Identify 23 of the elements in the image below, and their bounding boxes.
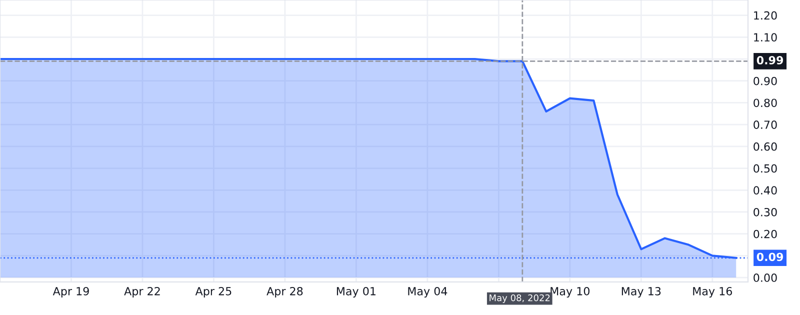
y-tick-label: 0.40 bbox=[754, 186, 777, 195]
y-tick-label: 0.30 bbox=[754, 208, 777, 216]
x-tick-label: May 10 bbox=[550, 286, 590, 298]
y-tick-label: 0.50 bbox=[754, 164, 777, 173]
y-tick-label: 0.80 bbox=[754, 98, 777, 108]
y-tick-label: 0.20 bbox=[754, 230, 777, 238]
x-tick-label: May 13 bbox=[622, 286, 661, 298]
x-tick-label: May 01 bbox=[336, 286, 376, 298]
ref-line-label: 0.09 bbox=[756, 252, 784, 262]
x-tick-label: May 16 bbox=[693, 286, 732, 298]
ref-line-label: May 08, 2022 bbox=[490, 294, 550, 303]
x-tick-label: Apr 22 bbox=[124, 286, 160, 298]
y-tick-label: 0.70 bbox=[754, 120, 777, 129]
y-tick-label: 0.00 bbox=[754, 274, 777, 282]
y-tick-label: 1.10 bbox=[754, 33, 777, 42]
ref-line-label: 0.99 bbox=[756, 56, 784, 64]
x-tick-label: May 04 bbox=[408, 286, 448, 298]
x-tick-label: Apr 25 bbox=[195, 286, 232, 298]
y-tick-label: 0.60 bbox=[754, 142, 777, 151]
y-tick-label: 1.20 bbox=[754, 11, 777, 20]
x-tick-label: Apr 19 bbox=[52, 286, 89, 298]
x-tick-label: Apr 28 bbox=[266, 286, 303, 298]
y-tick-label: 0.90 bbox=[754, 76, 777, 86]
